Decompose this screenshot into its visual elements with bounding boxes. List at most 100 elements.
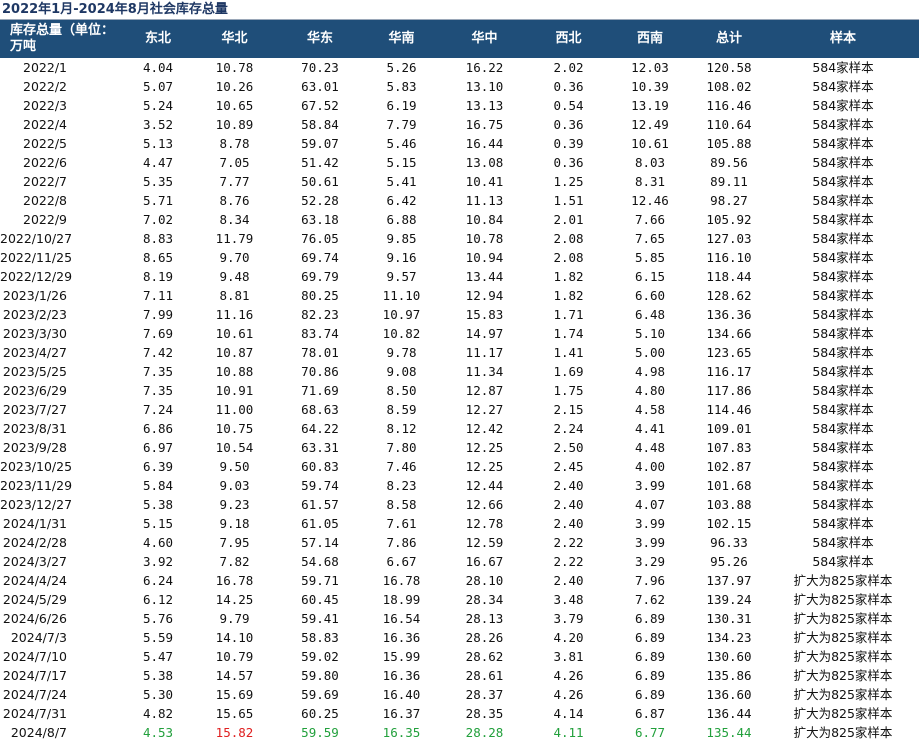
cell-central: 28.37 <box>465 687 504 702</box>
cell-north: 11.79 <box>215 231 254 246</box>
cell-northwest: 1.25 <box>553 174 584 189</box>
cell-east: 51.42 <box>301 155 339 170</box>
cell-total: 108.02 <box>706 79 752 94</box>
cell-total: 114.46 <box>706 402 752 417</box>
cell-southwest: 8.03 <box>634 155 666 170</box>
cell-total: 109.01 <box>706 421 752 436</box>
cell-southwest: 7.65 <box>634 231 666 246</box>
cell-total: 123.65 <box>706 345 752 360</box>
cell-central: 28.35 <box>465 706 504 721</box>
cell-sample: 584家样本 <box>812 421 874 436</box>
cell-sample: 584家样本 <box>812 269 874 284</box>
cell-southwest: 4.07 <box>634 497 666 512</box>
cell-north: 9.79 <box>219 611 250 626</box>
cell-northwest: 2.15 <box>553 402 584 417</box>
cell-central: 13.44 <box>465 269 504 284</box>
cell-total: 135.44 <box>706 725 752 740</box>
cell-northwest: 2.40 <box>553 516 584 531</box>
cell-sample: 扩大为825家样本 <box>793 687 893 702</box>
cell-total: 101.68 <box>706 478 752 493</box>
cell-total: 137.97 <box>706 573 752 588</box>
cell-sample: 584家样本 <box>812 174 874 189</box>
cell-northwest: 1.74 <box>553 326 584 341</box>
cell-north: 14.10 <box>215 630 254 645</box>
cell-south: 9.57 <box>386 269 417 284</box>
cell-north: 15.69 <box>215 687 254 702</box>
cell-northeast: 5.15 <box>142 516 174 531</box>
cell-total: 102.15 <box>706 516 752 531</box>
cell-central: 12.25 <box>465 459 504 474</box>
cell-southwest: 7.62 <box>634 592 666 607</box>
cell-south: 16.54 <box>382 611 421 626</box>
cell-southwest: 3.29 <box>634 554 666 569</box>
cell-south: 8.50 <box>386 383 417 398</box>
cell-southwest: 6.60 <box>634 288 666 303</box>
cell-northwest: 0.36 <box>553 79 584 94</box>
cell-east: 60.45 <box>301 592 339 607</box>
cell-date: 2024/7/31 <box>2 706 67 721</box>
cell-date: 2022/10/27 <box>0 231 73 246</box>
cell-northeast: 3.52 <box>142 117 174 132</box>
table-row: 2024/8/7 4.53 15.82 59.59 16.35 28.28 4.11 6.77… <box>0 723 919 742</box>
cell-northeast: 7.24 <box>142 402 174 417</box>
cell-north: 9.18 <box>219 516 250 531</box>
cell-east: 61.05 <box>301 516 339 531</box>
cell-total: 89.11 <box>710 174 748 189</box>
cell-total: 139.24 <box>706 592 752 607</box>
table-row: 2023/2/23 7.99 11.16 82.23 10.97 15.83 1.71 6.4… <box>0 305 919 324</box>
cell-east: 59.07 <box>301 136 339 151</box>
cell-northeast: 4.82 <box>142 706 174 721</box>
cell-northwest: 1.82 <box>553 288 584 303</box>
cell-central: 28.10 <box>465 573 504 588</box>
cell-sample: 584家样本 <box>812 554 874 569</box>
cell-southwest: 6.89 <box>634 611 666 626</box>
cell-northeast: 5.24 <box>142 98 174 113</box>
header-row: 库存总量（单位：万吨 东北 华北 华东 华南 华中 西北 西南 总计 样本 <box>0 20 919 58</box>
cell-total: 117.86 <box>706 383 752 398</box>
cell-central: 12.25 <box>465 440 504 455</box>
table-row: 2023/12/27 5.38 9.23 61.57 8.58 12.66 2.40 4.07… <box>0 495 919 514</box>
cell-sample: 584家样本 <box>812 136 874 151</box>
cell-total: 103.88 <box>706 497 752 512</box>
cell-south: 11.10 <box>382 288 421 303</box>
cell-east: 63.31 <box>301 440 339 455</box>
cell-northeast: 5.59 <box>142 630 174 645</box>
table-row: 2024/7/31 4.82 15.65 60.25 16.37 28.35 4.14 6.8… <box>0 704 919 723</box>
cell-northeast: 3.92 <box>142 554 174 569</box>
cell-north: 8.81 <box>219 288 250 303</box>
cell-sample: 584家样本 <box>812 345 874 360</box>
cell-east: 63.18 <box>301 212 339 227</box>
cell-south: 7.86 <box>386 535 417 550</box>
cell-northwest: 0.36 <box>553 117 584 132</box>
cell-south: 7.80 <box>386 440 417 455</box>
cell-central: 28.28 <box>465 725 504 740</box>
table-row: 2023/4/27 7.42 10.87 78.01 9.78 11.17 1.41 5.00… <box>0 343 919 362</box>
cell-east: 69.74 <box>301 250 339 265</box>
cell-southwest: 7.96 <box>634 573 666 588</box>
cell-south: 16.36 <box>382 630 421 645</box>
cell-east: 68.63 <box>301 402 339 417</box>
cell-sample: 扩大为825家样本 <box>793 630 893 645</box>
cell-south: 16.40 <box>382 687 421 702</box>
cell-south: 6.88 <box>386 212 417 227</box>
cell-south: 9.16 <box>386 250 417 265</box>
cell-north: 8.76 <box>219 193 250 208</box>
cell-northeast: 5.30 <box>142 687 174 702</box>
cell-southwest: 3.99 <box>634 535 666 550</box>
cell-north: 9.48 <box>219 269 250 284</box>
cell-central: 14.97 <box>465 326 504 341</box>
table-row: 2023/7/27 7.24 11.00 68.63 8.59 12.27 2.15 4.58… <box>0 400 919 419</box>
cell-central: 13.08 <box>465 155 504 170</box>
cell-southwest: 6.89 <box>634 687 666 702</box>
cell-northeast: 5.38 <box>142 497 174 512</box>
cell-south: 10.97 <box>382 307 421 322</box>
cell-central: 16.44 <box>465 136 504 151</box>
cell-date: 2023/8/31 <box>2 421 67 436</box>
cell-central: 12.87 <box>465 383 504 398</box>
cell-date: 2023/11/29 <box>0 478 73 493</box>
cell-date: 2024/7/10 <box>2 649 67 664</box>
cell-sample: 584家样本 <box>812 250 874 265</box>
cell-north: 10.91 <box>215 383 254 398</box>
cell-north: 10.61 <box>215 326 254 341</box>
cell-central: 13.10 <box>465 79 504 94</box>
